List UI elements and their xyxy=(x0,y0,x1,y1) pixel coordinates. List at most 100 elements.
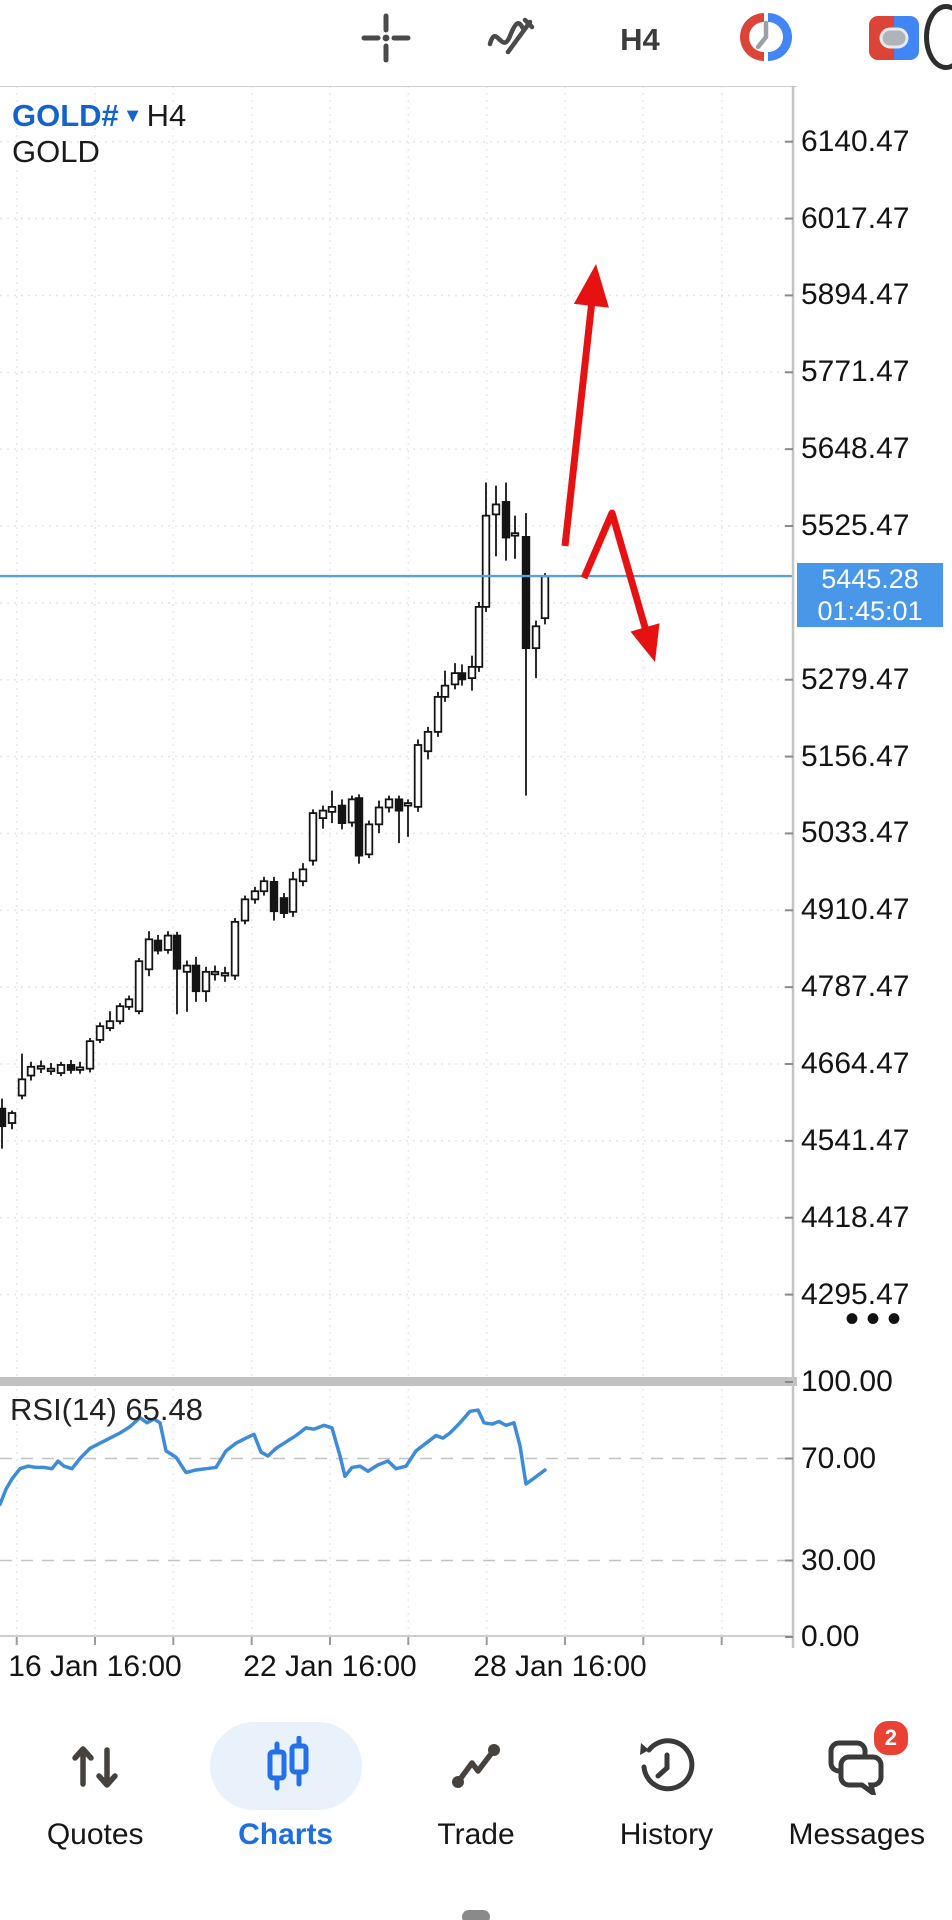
pane-separator xyxy=(0,1377,797,1386)
candle-body xyxy=(403,802,413,807)
drawing-arrow xyxy=(561,299,596,547)
chevron-down-icon[interactable]: ▼ xyxy=(122,105,143,127)
candle-body xyxy=(230,920,240,977)
candle-body xyxy=(124,998,134,1008)
price-tick-label: 5648.47 xyxy=(801,432,910,466)
symbol-selector[interactable]: GOLD# xyxy=(12,98,119,133)
price-chart-canvas[interactable] xyxy=(0,0,952,1700)
price-tick-label: 4295.47 xyxy=(801,1277,910,1311)
nav-label: Messages xyxy=(788,1818,926,1851)
candle-body xyxy=(105,1020,115,1029)
candle-body xyxy=(298,868,308,883)
nav-label: History xyxy=(619,1818,714,1851)
price-tick-label: 4664.47 xyxy=(801,1047,910,1080)
bottom-navigation: Quotes Charts xyxy=(0,1718,952,1852)
candle-body xyxy=(153,939,163,952)
crosshair-button[interactable] xyxy=(360,12,412,64)
active-tab-pill xyxy=(209,1722,362,1810)
candle-body xyxy=(531,625,541,650)
candle-body xyxy=(457,672,467,681)
one-click-trading-button[interactable] xyxy=(866,13,922,63)
symbol-description: GOLD xyxy=(12,134,100,169)
home-indicator xyxy=(462,1910,490,1920)
messages-bubbles-icon xyxy=(828,1740,884,1795)
history-clock-icon xyxy=(640,1738,695,1792)
x-axis-date-label: 16 Jan 16:00 xyxy=(8,1650,182,1683)
nav-item-messages[interactable]: 2 Messages xyxy=(762,1718,952,1852)
price-tick-label: 4418.47 xyxy=(801,1200,910,1234)
price-tick-label: 5894.47 xyxy=(801,278,910,312)
sessions-clock-icon xyxy=(740,13,792,61)
price-tick-label: 5279.47 xyxy=(801,662,910,696)
indicators-button[interactable] xyxy=(482,10,538,66)
price-scale-more-icon[interactable]: ••• xyxy=(845,1297,909,1341)
drawing-arrow xyxy=(580,509,651,635)
x-axis-date-label: 22 Jan 16:00 xyxy=(243,1650,417,1683)
nav-item-quotes[interactable]: Quotes xyxy=(0,1722,190,1852)
price-tick-label: 4910.47 xyxy=(801,893,910,927)
rsi-indicator-label[interactable]: RSI(14) 65.48 xyxy=(10,1392,203,1427)
trade-pulse-icon xyxy=(452,1744,501,1788)
nav-label: Trade xyxy=(437,1818,515,1851)
candle-body xyxy=(26,1065,36,1077)
candle-body xyxy=(354,797,364,857)
candle-body xyxy=(474,605,484,668)
candle-body xyxy=(85,1040,95,1070)
candle-body xyxy=(95,1025,105,1041)
rsi-tick-label: 0.00 xyxy=(801,1620,860,1653)
candle-body xyxy=(0,1107,7,1128)
nav-item-history[interactable]: History xyxy=(571,1722,761,1852)
sessions-clock-button[interactable] xyxy=(738,9,794,65)
price-tick-label: 4787.47 xyxy=(801,970,910,1004)
crosshair-icon xyxy=(361,13,411,63)
candle-countdown: 01:45:01 xyxy=(817,596,923,626)
candle-body xyxy=(17,1078,27,1097)
chart-header: GOLD# ▼ H4 GOLD xyxy=(12,98,186,170)
candle-body xyxy=(327,805,337,813)
rsi-tick-label: 30.00 xyxy=(801,1543,877,1577)
rsi-line xyxy=(0,1408,547,1507)
price-tick-label: 6017.47 xyxy=(801,201,910,235)
nav-item-charts[interactable]: Charts xyxy=(190,1722,380,1852)
candle-body xyxy=(510,532,520,537)
timeframe-button[interactable]: H4 xyxy=(610,18,670,62)
rsi-tick-label: 100.00 xyxy=(801,1365,893,1398)
price-tick-label: 5033.47 xyxy=(801,816,910,850)
candle-body xyxy=(269,880,279,913)
candle-body xyxy=(318,809,328,820)
candle-body xyxy=(440,684,450,698)
screen-edge-artifact xyxy=(924,4,952,70)
candle-body xyxy=(75,1066,85,1071)
candle-body xyxy=(521,536,531,650)
candle-body xyxy=(423,730,433,753)
candle-body xyxy=(259,880,269,893)
candle-body xyxy=(134,960,144,1013)
candle-body xyxy=(210,970,220,976)
price-tick-label: 6140.47 xyxy=(801,124,910,158)
price-tick-label: 4541.47 xyxy=(801,1123,910,1157)
candle-body xyxy=(491,503,501,516)
menu-button[interactable] xyxy=(28,14,94,60)
candle-body xyxy=(66,1064,76,1071)
candle-body xyxy=(240,898,250,922)
candle-body xyxy=(182,964,192,973)
nav-label: Quotes xyxy=(46,1818,144,1851)
messages-unread-badge: 2 xyxy=(870,1718,911,1758)
candle-body xyxy=(540,575,550,620)
price-tick-label: 5771.47 xyxy=(801,355,910,389)
candle-body xyxy=(433,695,443,733)
candle-body xyxy=(481,514,491,608)
drawing-arrow-head xyxy=(630,623,660,662)
top-toolbar: H4 xyxy=(0,0,952,86)
price-tick-label: 5156.47 xyxy=(801,739,910,773)
candle-body xyxy=(172,934,182,970)
current-price-badge: 5445.28 01:45:01 xyxy=(797,563,943,627)
nav-item-trade[interactable]: Trade xyxy=(381,1722,571,1852)
candle-body xyxy=(308,812,318,862)
indicators-icon xyxy=(487,17,535,55)
candle-body xyxy=(394,798,404,812)
candle-body xyxy=(374,806,384,826)
one-click-trading-icon xyxy=(869,16,919,60)
candle-body xyxy=(501,501,511,539)
